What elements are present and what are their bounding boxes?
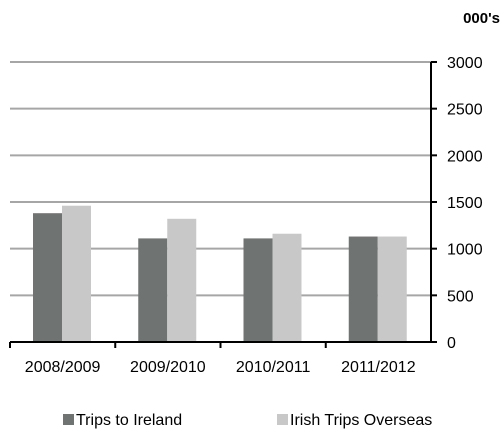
legend-swatch	[63, 414, 74, 425]
bars	[33, 205, 407, 342]
y-tick-label: 2500	[447, 102, 483, 119]
bar-trips-to-ireland	[33, 213, 62, 342]
y-tick-label: 3000	[447, 55, 483, 72]
bar-irish-trips-overseas	[272, 233, 302, 342]
bar-trips-to-ireland	[348, 236, 378, 342]
x-tick-label: 2011/2012	[341, 359, 416, 376]
x-tick-label: 2008/2009	[25, 359, 101, 376]
y-tick-label: 1500	[447, 195, 483, 212]
y-tick-label: 1000	[447, 242, 483, 259]
legend-label: Trips to Ireland	[76, 412, 182, 429]
legend-swatch	[277, 414, 288, 425]
bar-irish-trips-overseas	[377, 236, 407, 342]
bar-irish-trips-overseas	[167, 218, 197, 342]
tick-labels: 0 500 1000 1500 2000 2500 3000 2008/2009 2009/20…	[25, 55, 483, 376]
axes	[9, 61, 437, 348]
x-tick-label: 2010/2011	[236, 359, 311, 376]
y-axis-unit-label: 000's	[463, 10, 500, 27]
y-tick-label: 0	[447, 335, 456, 352]
legend-label: Irish Trips Overseas	[290, 412, 432, 429]
x-tick-label: 2009/2010	[130, 359, 206, 376]
y-tick-label: 2000	[447, 148, 483, 165]
y-tick-label: 500	[447, 288, 474, 305]
bar-trips-to-ireland	[243, 238, 273, 342]
legend: Trips to Ireland Irish Trips Overseas	[63, 412, 432, 429]
bar-trips-to-ireland	[138, 238, 168, 342]
bar-irish-trips-overseas	[62, 205, 91, 342]
